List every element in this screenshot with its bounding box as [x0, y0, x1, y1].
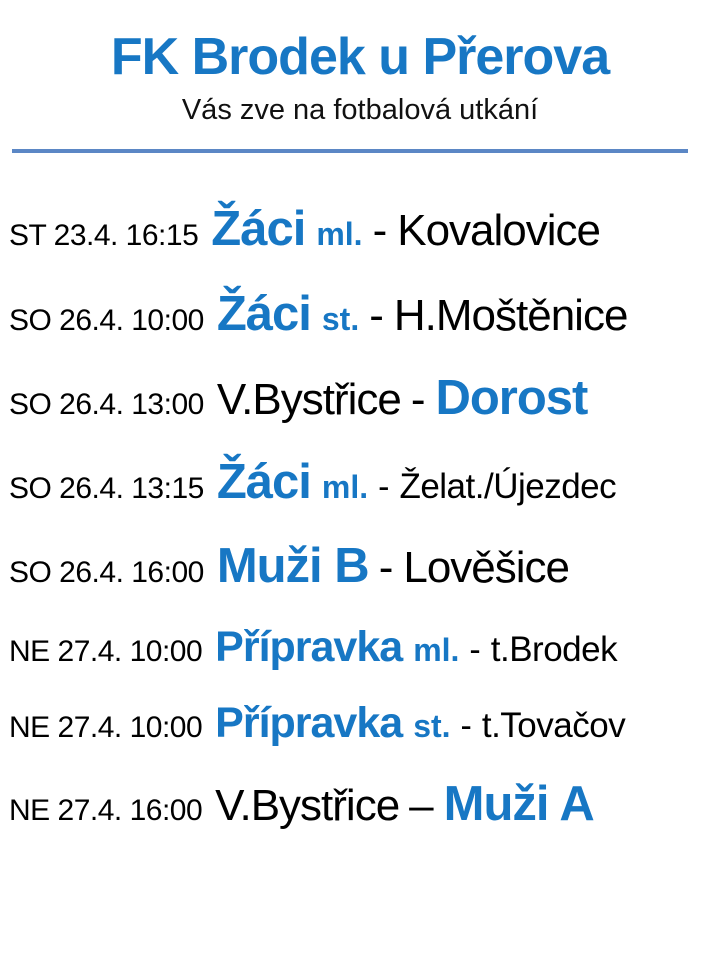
match-row: NE 27.4. 10:00 Přípravka ml. - t.Brodek	[9, 621, 720, 675]
opponent-name: Lověšice	[403, 543, 570, 593]
separator: -	[378, 543, 394, 593]
match-row: SO 26.4. 10:00 Žáci st. - H.Moštěnice	[9, 284, 720, 345]
invitation-subtitle: Vás zve na fotbalová utkání	[181, 94, 539, 127]
match-date: NE 27.4. 10:00	[9, 711, 203, 745]
match-row: ST 23.4. 16:15 Žáci ml. - Kovalovice	[9, 199, 720, 260]
separator: -	[372, 206, 388, 256]
match-date: SO 26.4. 10:00	[9, 303, 204, 337]
separator: -	[410, 374, 426, 424]
match-date: NE 27.4. 10:00	[9, 634, 203, 668]
separator: –	[409, 781, 434, 831]
team-name: Žáci	[211, 202, 306, 257]
team-qualifier: st.	[321, 300, 360, 337]
team-qualifier: ml.	[413, 631, 460, 668]
match-date: SO 26.4. 13:00	[9, 387, 204, 421]
team-name: Žáci	[216, 455, 312, 510]
poster-header: FK Brodek u Přerova Vás zve na fotbalová…	[0, 26, 720, 127]
opponent-name: H.Moštěnice	[393, 290, 629, 340]
separator: -	[369, 290, 384, 340]
opponent-name: Želat./Újezdec	[399, 467, 617, 507]
team-qualifier: ml.	[321, 469, 369, 506]
opponent-name: t.Brodek	[490, 629, 618, 669]
match-row: NE 27.4. 16:00 V.Bystřice – Muži A	[9, 774, 720, 835]
home-team: V.Bystřice	[215, 781, 400, 831]
team-qualifier: st.	[413, 708, 451, 745]
separator: -	[460, 707, 472, 746]
home-team: V.Bystřice	[216, 374, 402, 424]
team-name: Muži B	[216, 539, 370, 594]
club-title: FK Brodek u Přerova	[110, 28, 610, 86]
team-qualifier: ml.	[316, 216, 363, 253]
header-divider	[12, 149, 688, 154]
team-name: Přípravka	[215, 699, 403, 748]
team-name: Přípravka	[215, 622, 403, 671]
separator: -	[469, 630, 481, 669]
match-row: NE 27.4. 10:00 Přípravka st. - t.Tovačov	[9, 697, 720, 751]
match-row: SO 26.4. 16:00 Muži B - Lověšice	[9, 536, 720, 597]
match-date: SO 26.4. 16:00	[9, 556, 204, 590]
opponent-name: t.Tovačov	[481, 706, 626, 746]
match-row: SO 26.4. 13:00 V.Bystřice - Dorost	[9, 368, 720, 429]
match-date: SO 26.4. 13:15	[9, 472, 204, 506]
match-list: ST 23.4. 16:15 Žáci ml. - Kovalovice SO …	[0, 199, 720, 835]
opponent-name: Kovalovice	[397, 206, 601, 256]
match-date: ST 23.4. 16:15	[9, 219, 199, 253]
match-date: NE 27.4. 16:00	[9, 794, 203, 828]
match-row: SO 26.4. 13:15 Žáci ml. - Želat./Újezdec	[9, 452, 720, 513]
team-name: Dorost	[435, 370, 588, 425]
team-name: Muži A	[443, 777, 595, 832]
separator: -	[378, 468, 390, 507]
team-name: Žáci	[216, 286, 312, 341]
